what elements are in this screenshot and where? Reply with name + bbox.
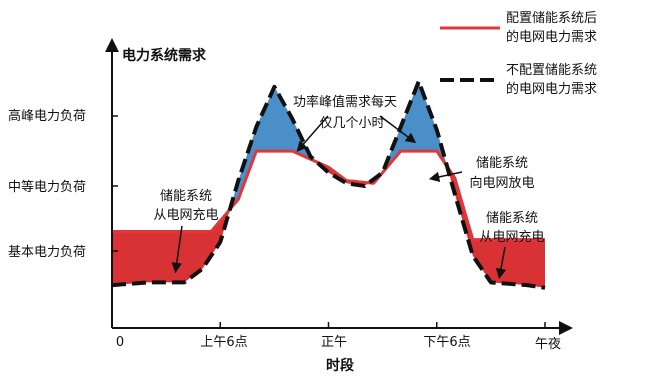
line-layer [111,79,546,290]
arrow-discharge [428,171,463,183]
annotation-charge-left-line2: 从电网充电 [153,207,218,223]
charge-area-5 [447,167,545,288]
legend-solid-line2: 的电网电力需求 [506,29,597,45]
annotation-peak-line2: 仅几个小时 [319,116,384,131]
annotation-charge-left-line1: 储能系统 [160,189,212,204]
charge-area-0 [112,210,230,286]
x-tick-label-24: 午夜 [535,337,561,352]
legend-dashed-line2: 的电网电力需求 [506,81,597,97]
series-line-with-storage [112,149,545,242]
x-tick-label-0: 0 [116,335,124,350]
y-tick-label-mid: 中等电力负荷 [8,179,86,195]
y-tick-label-base: 基本电力负荷 [8,245,86,260]
arrow-peak-right [379,115,417,144]
legend: 配置储能系统后 的电网电力需求 不配置储能系统 的电网电力需求 [440,11,597,97]
annotation-charge-right-line1: 储能系统 [486,211,538,226]
x-tick-label-12: 正午 [321,335,347,350]
annotation-discharge-line1: 储能系统 [476,156,528,171]
annotation-discharge-line2: 向电网放电 [469,175,534,191]
arrow-charge-right [495,246,507,280]
legend-solid-line1: 配置储能系统后 [506,11,597,26]
arrow-peak-left [296,115,329,152]
y-tick-label-high: 高峰电力负荷 [8,108,86,124]
arrow-charge-left [171,225,183,274]
legend-dashed-line1: 不配置储能系统 [506,63,597,78]
discharge-area-4 [383,81,446,172]
discharge-area-1 [231,86,315,208]
x-axis-title: 时段 [326,357,354,374]
annotation-peak-line1: 功率峰值需求每天 [293,94,397,110]
annotation-charge-right-line2: 从电网充电 [479,229,544,245]
x-tick-label-18: 下午6点 [423,335,470,350]
y-axis-title: 电力系统需求 [122,47,207,64]
series-line-without-storage [111,79,546,290]
x-tick-label-6: 上午6点 [200,335,247,350]
tick-layer [112,115,546,328]
